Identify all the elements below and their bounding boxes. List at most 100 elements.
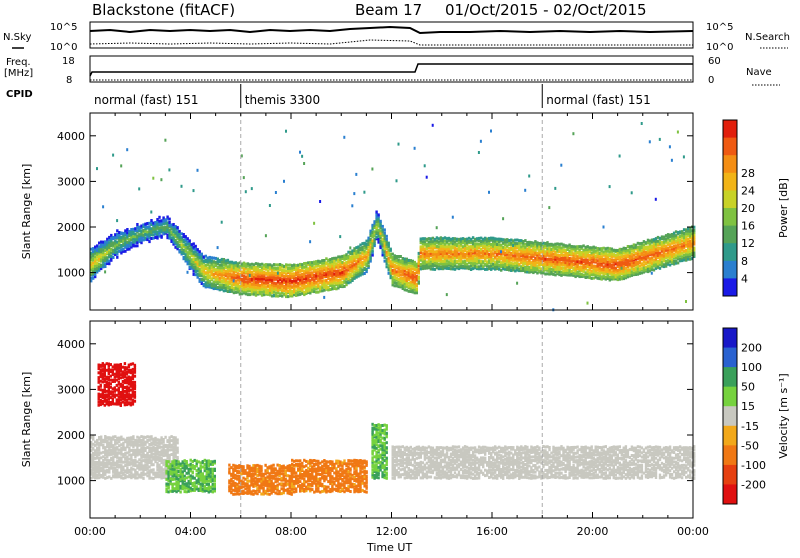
power-cell bbox=[488, 191, 490, 194]
power-cell bbox=[685, 300, 687, 303]
velocity-cell bbox=[132, 435, 134, 438]
power-cell bbox=[643, 253, 645, 256]
power-cell bbox=[452, 216, 454, 219]
power-cell bbox=[384, 228, 386, 231]
velocity-cell bbox=[120, 363, 122, 366]
velocity-cell bbox=[116, 469, 118, 472]
power-cell bbox=[353, 192, 355, 195]
velocity-cell bbox=[134, 375, 136, 378]
power-cell bbox=[245, 190, 247, 193]
power-cell bbox=[663, 263, 665, 266]
noise-left-low: 10^0 bbox=[50, 42, 77, 53]
power-cell bbox=[420, 245, 422, 248]
velocity-cell bbox=[118, 452, 120, 455]
velocity-cell bbox=[158, 439, 160, 442]
power-cell bbox=[199, 256, 201, 259]
velocity-cell bbox=[120, 376, 122, 379]
power-cell bbox=[516, 282, 518, 285]
power-cell bbox=[299, 293, 301, 296]
power-cell bbox=[623, 258, 625, 261]
noise-left-high: 10^5 bbox=[50, 22, 77, 33]
power-cell bbox=[683, 228, 685, 231]
velocity-cell bbox=[100, 469, 102, 472]
velocity-cell bbox=[138, 449, 140, 452]
power-cell bbox=[440, 242, 442, 245]
velocity-cell bbox=[148, 474, 150, 477]
power-cell bbox=[371, 168, 373, 171]
freq-label: Freq. bbox=[6, 57, 31, 68]
power-cell bbox=[249, 274, 251, 277]
power-cell bbox=[418, 280, 420, 283]
velocity-cell bbox=[176, 449, 178, 452]
velocity-cell bbox=[138, 453, 140, 456]
velocity-cell bbox=[118, 472, 120, 475]
velocity-cell bbox=[200, 467, 202, 470]
power-cell bbox=[377, 213, 379, 216]
power-cell bbox=[219, 288, 221, 291]
velocity-cell bbox=[130, 456, 132, 459]
power-cell bbox=[323, 296, 325, 299]
power-cell bbox=[582, 244, 584, 247]
power-cell bbox=[460, 248, 462, 251]
velocity-cell bbox=[120, 383, 122, 386]
power-cell bbox=[386, 235, 388, 238]
power-cell bbox=[277, 272, 279, 275]
power-cell bbox=[683, 249, 685, 252]
power-cell bbox=[273, 294, 275, 297]
power-cell bbox=[178, 249, 180, 252]
velocity-cell bbox=[120, 391, 122, 394]
power-cell bbox=[299, 273, 301, 276]
velocity-cell bbox=[134, 381, 136, 384]
velocity-cell bbox=[167, 460, 169, 463]
power-cell bbox=[619, 155, 621, 158]
power-cell bbox=[178, 236, 180, 239]
power-cell bbox=[96, 167, 98, 170]
power-cell bbox=[582, 259, 584, 262]
power-cell bbox=[663, 255, 665, 258]
velocity-cell bbox=[186, 460, 188, 463]
power-cell bbox=[339, 255, 341, 258]
power-cell bbox=[138, 233, 140, 236]
power-cell bbox=[671, 159, 673, 162]
power-cell bbox=[603, 247, 605, 250]
power-cell bbox=[414, 147, 416, 150]
power-cell bbox=[219, 259, 221, 262]
velocity-cell bbox=[179, 491, 181, 494]
power-cell bbox=[400, 284, 402, 287]
power-cell bbox=[217, 246, 219, 249]
power-cell bbox=[460, 243, 462, 246]
power-cell bbox=[283, 180, 285, 183]
power-cell bbox=[359, 264, 361, 267]
velocity-cell bbox=[176, 447, 178, 450]
velocity-cell bbox=[179, 475, 181, 478]
power-cell bbox=[623, 265, 625, 268]
power-cell bbox=[643, 266, 645, 269]
power-cell bbox=[164, 139, 166, 142]
power-cell bbox=[120, 164, 122, 167]
power-cell bbox=[562, 263, 564, 266]
velocity-cell bbox=[168, 457, 170, 460]
power-cell bbox=[500, 250, 502, 253]
power-cell bbox=[655, 198, 657, 201]
velocity-cell bbox=[152, 463, 154, 466]
velocity-cell bbox=[176, 456, 178, 459]
power-cell bbox=[587, 302, 589, 305]
power-cell bbox=[524, 189, 526, 192]
velocity-cell bbox=[138, 458, 140, 461]
power-cell bbox=[319, 281, 321, 284]
power-cell bbox=[631, 191, 633, 194]
power-cell bbox=[641, 122, 643, 125]
power-cell bbox=[390, 248, 392, 251]
power-cell bbox=[379, 242, 381, 245]
power-cell bbox=[219, 276, 221, 279]
power-cell bbox=[677, 131, 679, 134]
power-cell bbox=[303, 162, 305, 165]
power-cell bbox=[683, 155, 685, 158]
power-cell bbox=[643, 243, 645, 246]
power-cell bbox=[683, 232, 685, 235]
power-cell bbox=[400, 266, 402, 269]
power-cell bbox=[359, 251, 361, 254]
velocity-cell bbox=[134, 384, 136, 387]
power-cell bbox=[178, 244, 180, 247]
power-cell bbox=[400, 277, 402, 280]
